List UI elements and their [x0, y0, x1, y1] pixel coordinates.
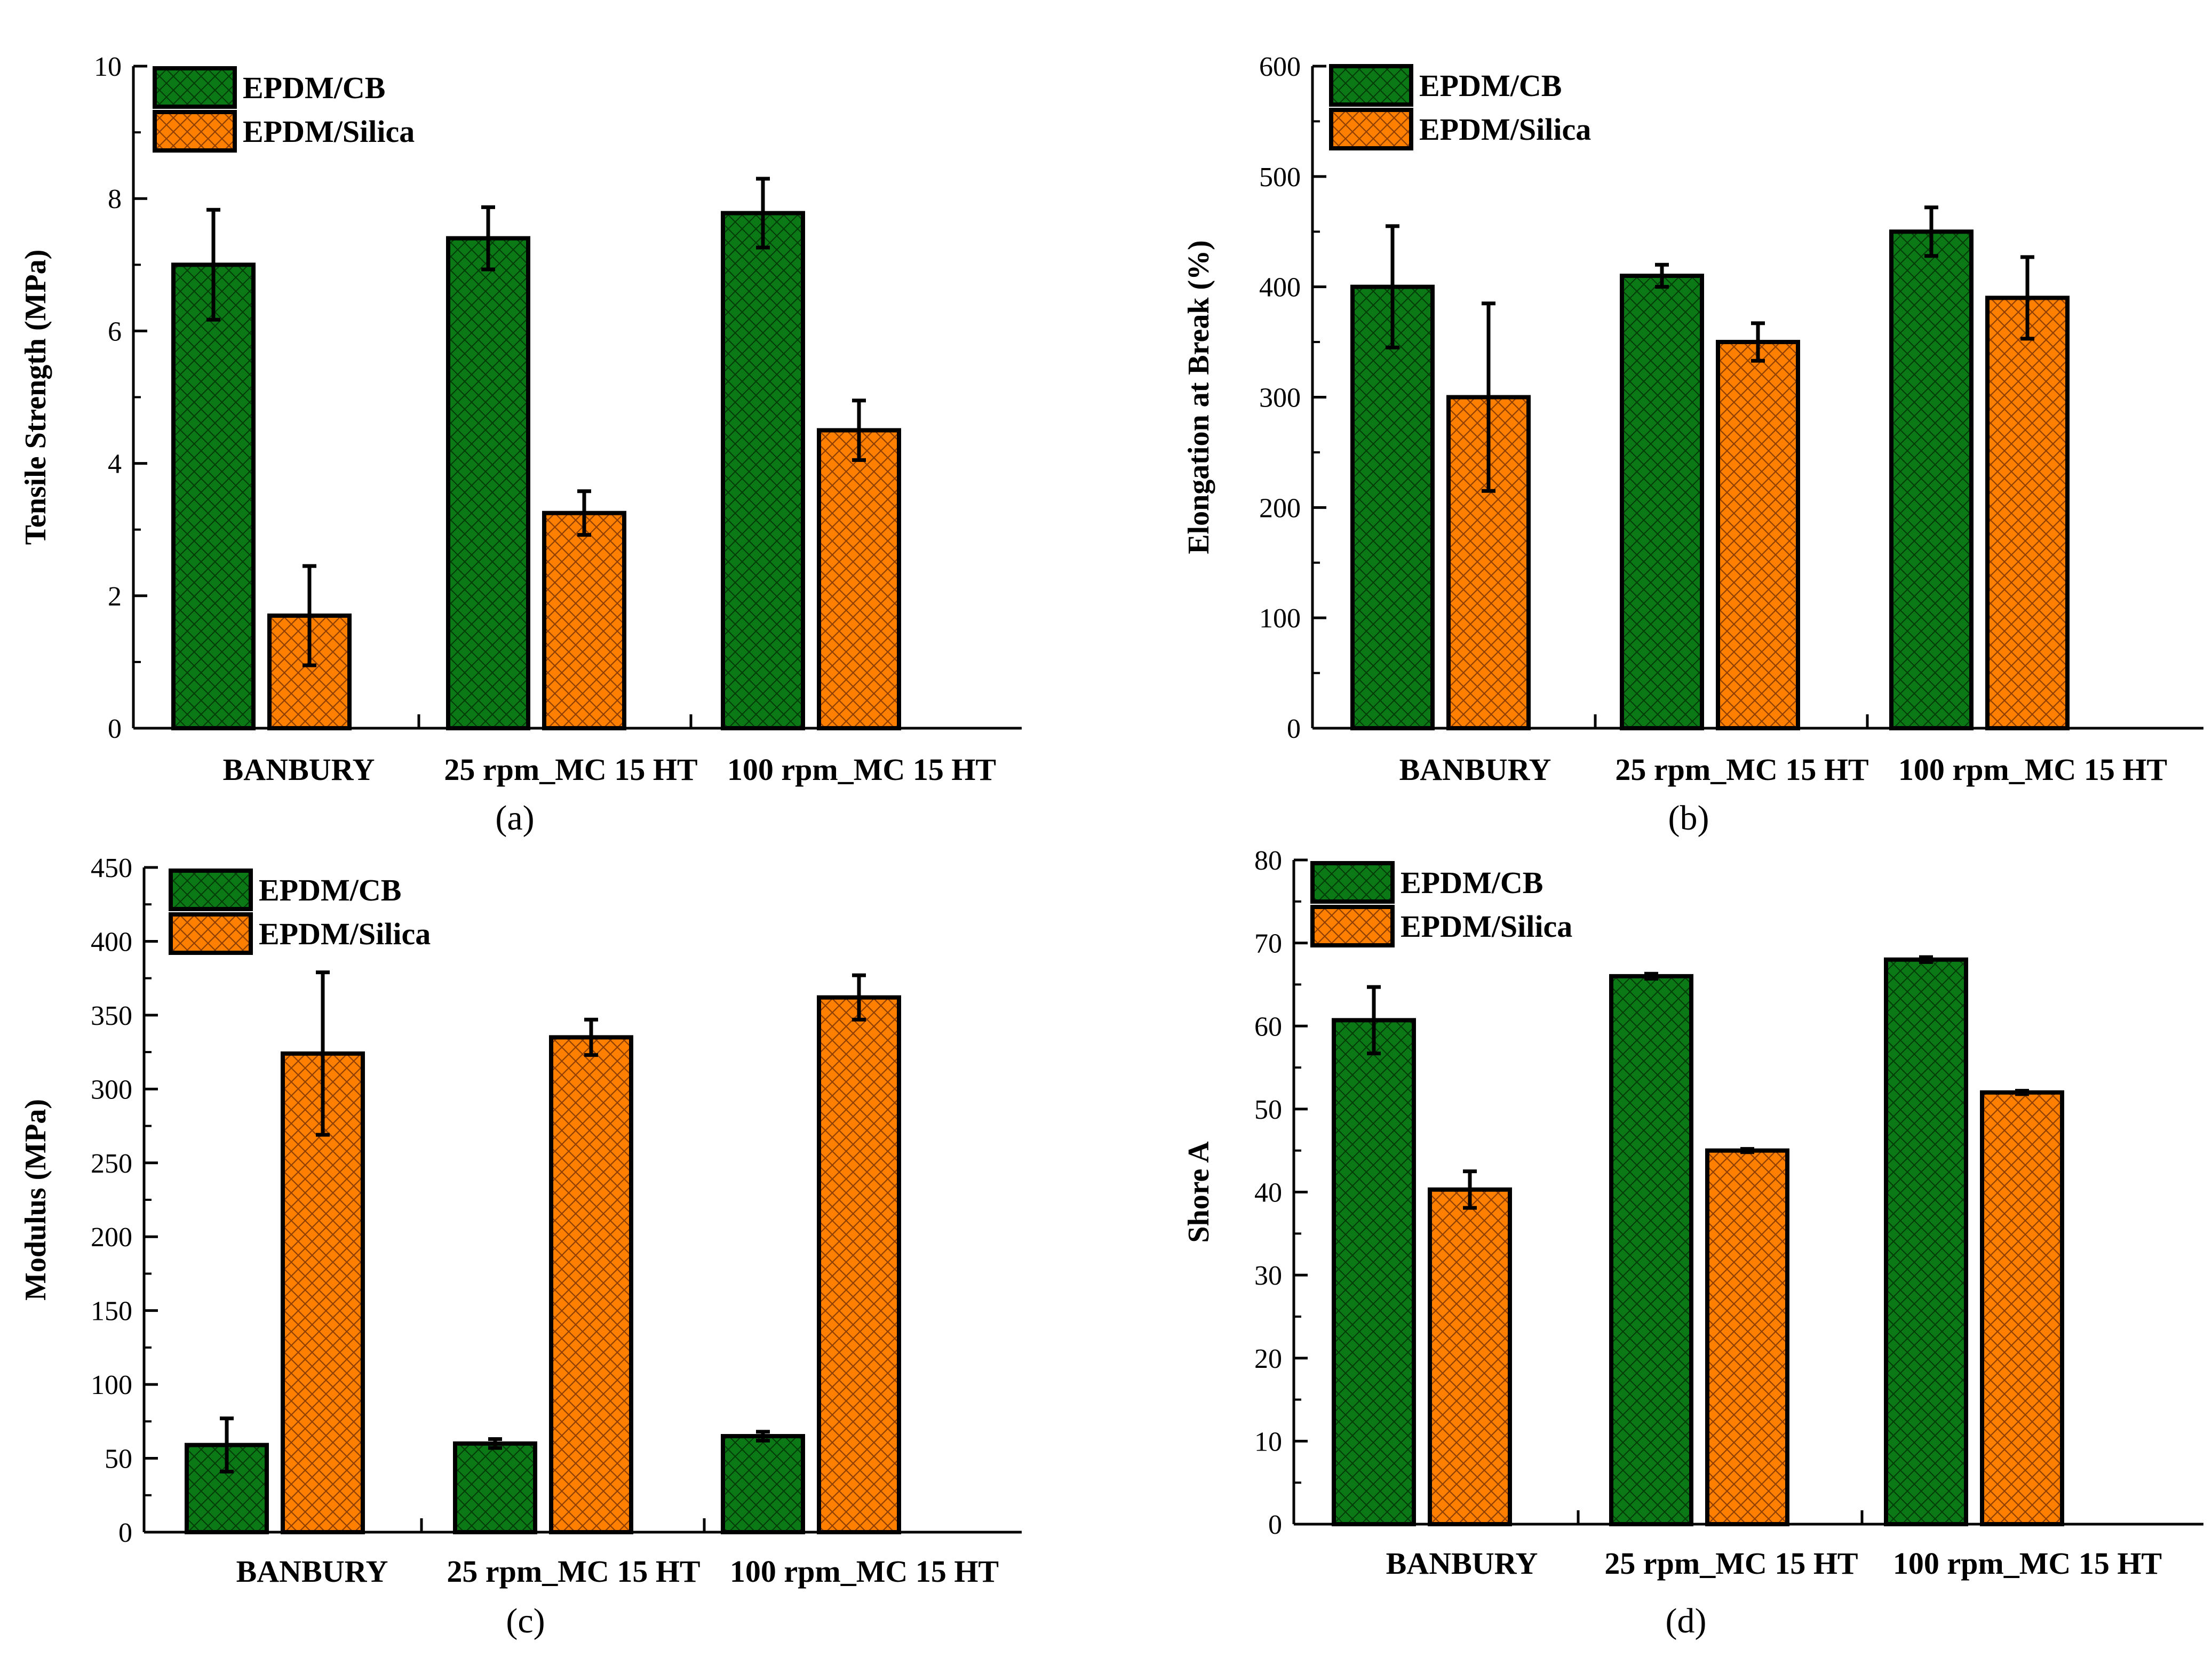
legend-swatch-cb [1329, 64, 1413, 107]
legend-label: EPDM/Silica [243, 114, 415, 149]
panel-label: (c) [506, 1602, 545, 1640]
legend-label: EPDM/CB [1419, 68, 1562, 103]
x-category-label: BANBURY [1399, 752, 1551, 787]
x-category-label: 100 rpm_MC 15 HT [1893, 1546, 2162, 1581]
y-tick-label: 300 [1259, 383, 1301, 413]
panel-label: (a) [495, 799, 534, 838]
panel-label: (d) [1666, 1602, 1707, 1640]
chart-panel: 0 10 20 30 40 50 60 70 80 BANBURY 25 rpm_MC 15 HT 1… [1182, 846, 2203, 1640]
x-category-label: 100 rpm_MC 15 HT [730, 1554, 999, 1589]
bar-epdm-cb [1332, 1018, 1416, 1526]
y-axis-title: Elongation at Break (%) [1182, 240, 1215, 554]
legend-label: EPDM/CB [259, 873, 401, 907]
y-tick-label: 400 [91, 927, 132, 957]
legend-swatch-silica [1329, 108, 1413, 150]
bar-epdm-cb [1884, 957, 1968, 1526]
x-category-label: 100 rpm_MC 15 HT [1898, 752, 2167, 787]
y-tick-label: 400 [1259, 273, 1301, 303]
y-axis-title: Tensile Strength (MPa) [19, 250, 52, 545]
legend-label: EPDM/Silica [1419, 112, 1591, 147]
y-tick-label: 6 [108, 316, 122, 347]
bar-epdm-cb [1609, 974, 1693, 1526]
y-tick-label: 50 [1254, 1095, 1282, 1125]
bar-epdm-cb [721, 211, 805, 730]
bar-epdm-cb [1889, 229, 1974, 730]
y-tick-label: 0 [1287, 714, 1301, 744]
bar-epdm-silica [817, 995, 901, 1534]
bar-epdm-cb [453, 1441, 537, 1535]
bar-epdm-silica [1705, 1148, 1789, 1526]
y-axis-title: Modulus (MPa) [19, 1099, 52, 1301]
x-category-label: 100 rpm_MC 15 HT [727, 752, 996, 787]
bar-epdm-silica [817, 428, 901, 730]
y-tick-label: 250 [91, 1149, 132, 1179]
x-category-label: BANBURY [1386, 1546, 1538, 1581]
legend-label: EPDM/CB [1401, 865, 1543, 900]
y-tick-label: 60 [1254, 1011, 1282, 1042]
y-tick-label: 8 [108, 184, 122, 214]
chart-panel: 0 100 200 300 400 500 600 BANBURY 25 rpm_MC 15 H… [1182, 52, 2203, 838]
bar-epdm-silica [1980, 1090, 2064, 1526]
bar-epdm-cb [446, 236, 530, 731]
y-tick-label: 80 [1254, 846, 1282, 876]
y-tick-label: 100 [91, 1370, 132, 1400]
legend-label: EPDM/CB [243, 70, 385, 105]
legend-swatch-cb [169, 869, 253, 911]
x-category-label: BANBURY [223, 752, 375, 787]
legend-swatch-cb [153, 66, 237, 109]
y-tick-label: 30 [1254, 1261, 1282, 1291]
x-category-label: 25 rpm_MC 15 HT [1615, 752, 1868, 787]
y-tick-label: 0 [1268, 1510, 1282, 1540]
y-tick-label: 200 [91, 1222, 132, 1253]
chart-panel: 0 2 4 6 8 10 BANBURY 25 rpm_MC 15 HT 100 rpm_MC … [19, 52, 1022, 838]
bar-epdm-cb [721, 1434, 805, 1534]
y-tick-label: 0 [108, 714, 122, 744]
y-tick-label: 20 [1254, 1344, 1282, 1374]
bar-epdm-silica [542, 511, 626, 730]
y-tick-label: 0 [118, 1518, 132, 1548]
y-tick-label: 150 [91, 1296, 132, 1327]
y-tick-label: 350 [91, 1001, 132, 1031]
bar-epdm-cb [171, 262, 256, 730]
legend-swatch-silica [169, 912, 253, 955]
bar-epdm-silica [1428, 1187, 1512, 1527]
y-tick-label: 10 [94, 52, 122, 82]
bar-epdm-cb [1350, 284, 1435, 730]
y-tick-label: 200 [1259, 493, 1301, 523]
y-tick-label: 2 [108, 581, 122, 612]
chart-panel: 0 50 100 150 200 250 300 350 400 450 BANBURY 25 rpm… [19, 853, 1022, 1640]
y-tick-label: 70 [1254, 929, 1282, 959]
y-tick-label: 100 [1259, 603, 1301, 634]
y-tick-label: 4 [108, 449, 122, 480]
y-tick-label: 40 [1254, 1178, 1282, 1208]
y-tick-label: 300 [91, 1074, 132, 1105]
bar-epdm-silica [1716, 340, 1800, 730]
y-tick-label: 500 [1259, 162, 1301, 193]
legend-swatch-silica [1310, 905, 1395, 947]
x-category-label: 25 rpm_MC 15 HT [444, 752, 697, 787]
y-tick-label: 10 [1254, 1427, 1282, 1457]
bar-epdm-silica [549, 1035, 633, 1534]
legend-label: EPDM/Silica [259, 917, 431, 951]
panel-label: (b) [1668, 799, 1709, 838]
legend-swatch-cb [1310, 861, 1395, 904]
x-category-label: 25 rpm_MC 15 HT [447, 1554, 700, 1589]
y-tick-label: 600 [1259, 52, 1301, 82]
legend-label: EPDM/Silica [1401, 909, 1572, 944]
x-category-label: 25 rpm_MC 15 HT [1604, 1546, 1858, 1581]
y-tick-label: 450 [91, 853, 132, 883]
legend-swatch-silica [153, 110, 237, 153]
bar-epdm-silica [1985, 296, 2070, 730]
x-category-label: BANBURY [236, 1554, 388, 1589]
y-axis-title: Shore A [1182, 1141, 1215, 1243]
bar-epdm-cb [1620, 273, 1704, 730]
y-tick-label: 50 [105, 1444, 132, 1475]
